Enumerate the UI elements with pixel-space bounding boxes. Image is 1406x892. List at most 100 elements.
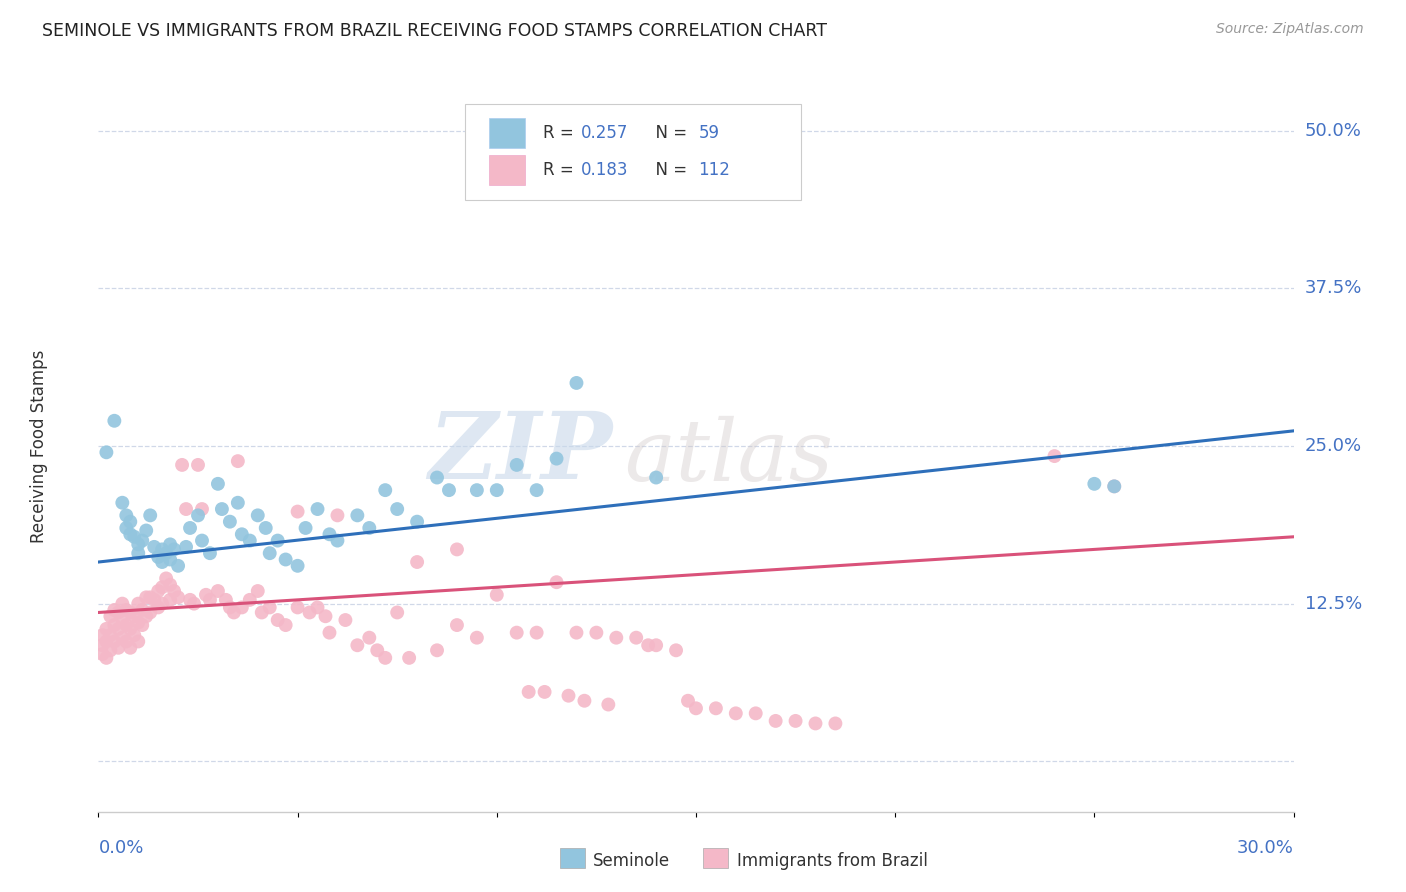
Point [239,533,262,548]
Point [139,508,162,523]
Point [465,483,488,497]
Point [131,533,153,548]
Point [824,716,846,731]
Point [194,588,218,602]
Text: R =: R = [543,124,579,142]
Point [96,634,118,648]
Point [250,606,273,620]
Point [155,571,177,585]
Text: 0.0%: 0.0% [98,839,143,857]
Point [318,625,340,640]
Point [287,600,309,615]
Point [150,597,173,611]
Point [287,505,309,519]
Point [598,698,620,712]
Point [124,628,146,642]
Point [127,546,149,560]
Point [127,597,149,611]
Point [159,537,181,551]
Point [526,483,548,497]
Point [207,584,229,599]
Point [259,600,281,615]
Point [127,537,149,551]
Point [724,706,747,721]
Point [406,555,429,569]
Point [605,180,627,194]
Point [127,615,149,630]
Point [159,552,181,566]
Text: 0.183: 0.183 [581,161,628,179]
Text: 25.0%: 25.0% [1305,437,1362,455]
Point [374,483,396,497]
Point [374,651,396,665]
Point [676,694,699,708]
Point [398,651,420,665]
Point [274,618,297,632]
Point [174,540,197,554]
Point [1043,449,1066,463]
Point [246,508,269,523]
Point [98,609,122,624]
FancyBboxPatch shape [489,119,524,148]
Point [226,496,249,510]
Point [704,701,727,715]
Point [135,524,157,538]
Point [557,689,579,703]
Text: N =: N = [644,124,692,142]
Point [150,542,173,557]
Text: Receiving Food Stamps: Receiving Food Stamps [30,350,48,542]
Point [307,600,329,615]
Point [259,546,281,560]
Point [565,376,588,390]
Point [307,502,329,516]
Text: 50.0%: 50.0% [1305,121,1361,140]
Point [565,625,588,640]
Text: 59: 59 [699,124,720,142]
Point [131,618,153,632]
Point [183,597,205,611]
Point [187,458,209,472]
Point [115,508,138,523]
Point [246,584,269,599]
Point [111,631,134,645]
Point [385,606,409,620]
Text: 30.0%: 30.0% [1237,839,1294,857]
Point [91,638,114,652]
Point [198,546,221,560]
Point [624,631,647,645]
Point [287,558,309,573]
FancyBboxPatch shape [560,848,585,868]
Point [103,414,125,428]
Point [107,606,129,620]
Point [1102,479,1125,493]
Point [406,515,429,529]
Point [143,592,166,607]
Point [139,591,162,605]
Text: Seminole: Seminole [593,852,671,870]
Point [446,618,468,632]
Point [533,685,555,699]
Text: Immigrants from Brazil: Immigrants from Brazil [737,852,928,870]
Point [294,521,316,535]
Point [179,592,201,607]
Point [120,527,142,541]
Point [219,600,242,615]
Point [103,603,125,617]
Point [335,613,357,627]
Point [574,694,596,708]
Point [115,603,138,617]
Point [506,625,529,640]
Text: ZIP: ZIP [427,409,612,499]
Point [605,631,627,645]
Point [517,685,540,699]
Text: 37.5%: 37.5% [1305,279,1362,297]
Text: N =: N = [644,161,692,179]
Point [143,540,166,554]
Point [222,606,245,620]
Point [107,622,129,636]
Text: R =: R = [543,161,579,179]
Point [585,625,607,640]
Point [298,606,321,620]
Point [124,609,146,624]
Point [804,716,827,731]
